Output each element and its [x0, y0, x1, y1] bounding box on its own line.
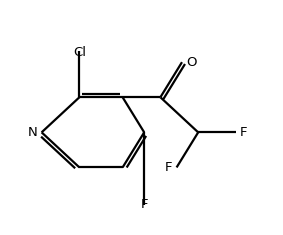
Text: F: F	[240, 126, 248, 139]
Text: F: F	[140, 198, 148, 211]
Text: F: F	[165, 161, 173, 174]
Text: O: O	[186, 56, 196, 69]
Text: N: N	[28, 126, 38, 139]
Text: Cl: Cl	[73, 46, 86, 59]
